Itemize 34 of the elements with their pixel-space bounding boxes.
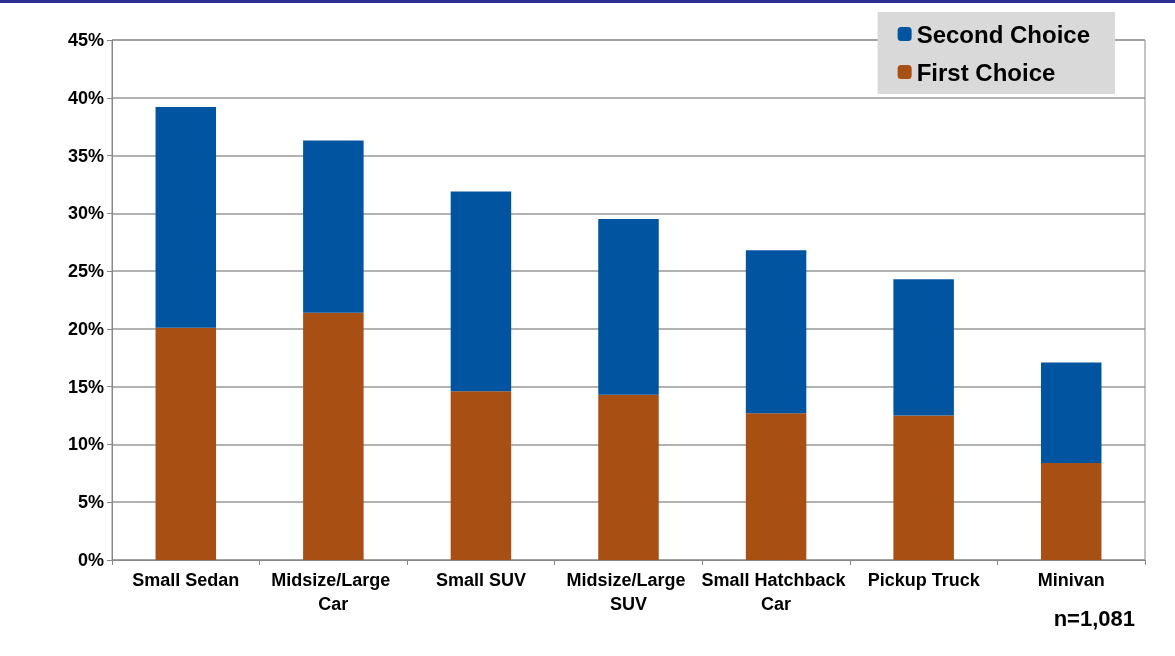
x-tick-label: Midsize/Large Car xyxy=(271,570,396,614)
y-tick-label: 20% xyxy=(67,318,104,339)
bar xyxy=(155,327,217,560)
bar xyxy=(303,140,364,313)
y-tick-label: 15% xyxy=(67,376,104,397)
x-tick-label: Minivan xyxy=(1037,570,1105,590)
x-tick-label: Small SUV xyxy=(435,570,526,590)
x-tick-label: Small Sedan xyxy=(132,570,240,590)
y-tick-label: 30% xyxy=(67,203,104,224)
legend-label: First Choice xyxy=(916,58,1056,86)
x-tick-label: Midsize/Large SUV xyxy=(566,570,691,614)
bar xyxy=(745,250,807,414)
bar xyxy=(155,107,217,328)
bar xyxy=(598,394,659,560)
legend-label: Second Choice xyxy=(916,20,1091,48)
text: n=1,081 xyxy=(1053,606,1135,632)
x-tick-label: Pickup Truck xyxy=(867,570,981,590)
bar xyxy=(598,219,659,395)
bar xyxy=(745,413,807,560)
y-tick-label: 25% xyxy=(67,261,104,282)
bar xyxy=(450,191,512,392)
bar xyxy=(1040,362,1102,463)
bar xyxy=(893,279,954,416)
y-tick-label: 5% xyxy=(77,492,104,513)
bar xyxy=(303,312,364,560)
bar xyxy=(450,391,512,560)
y-tick-label: 10% xyxy=(67,434,104,455)
x-tick-label: Small Hatchback Car xyxy=(701,570,851,614)
y-tick-label: 40% xyxy=(67,87,104,108)
bar xyxy=(893,415,954,560)
bar xyxy=(1040,462,1102,560)
y-tick-label: 35% xyxy=(67,145,104,166)
y-tick-label: 0% xyxy=(77,550,104,570)
y-tick-label: 45% xyxy=(67,30,104,50)
